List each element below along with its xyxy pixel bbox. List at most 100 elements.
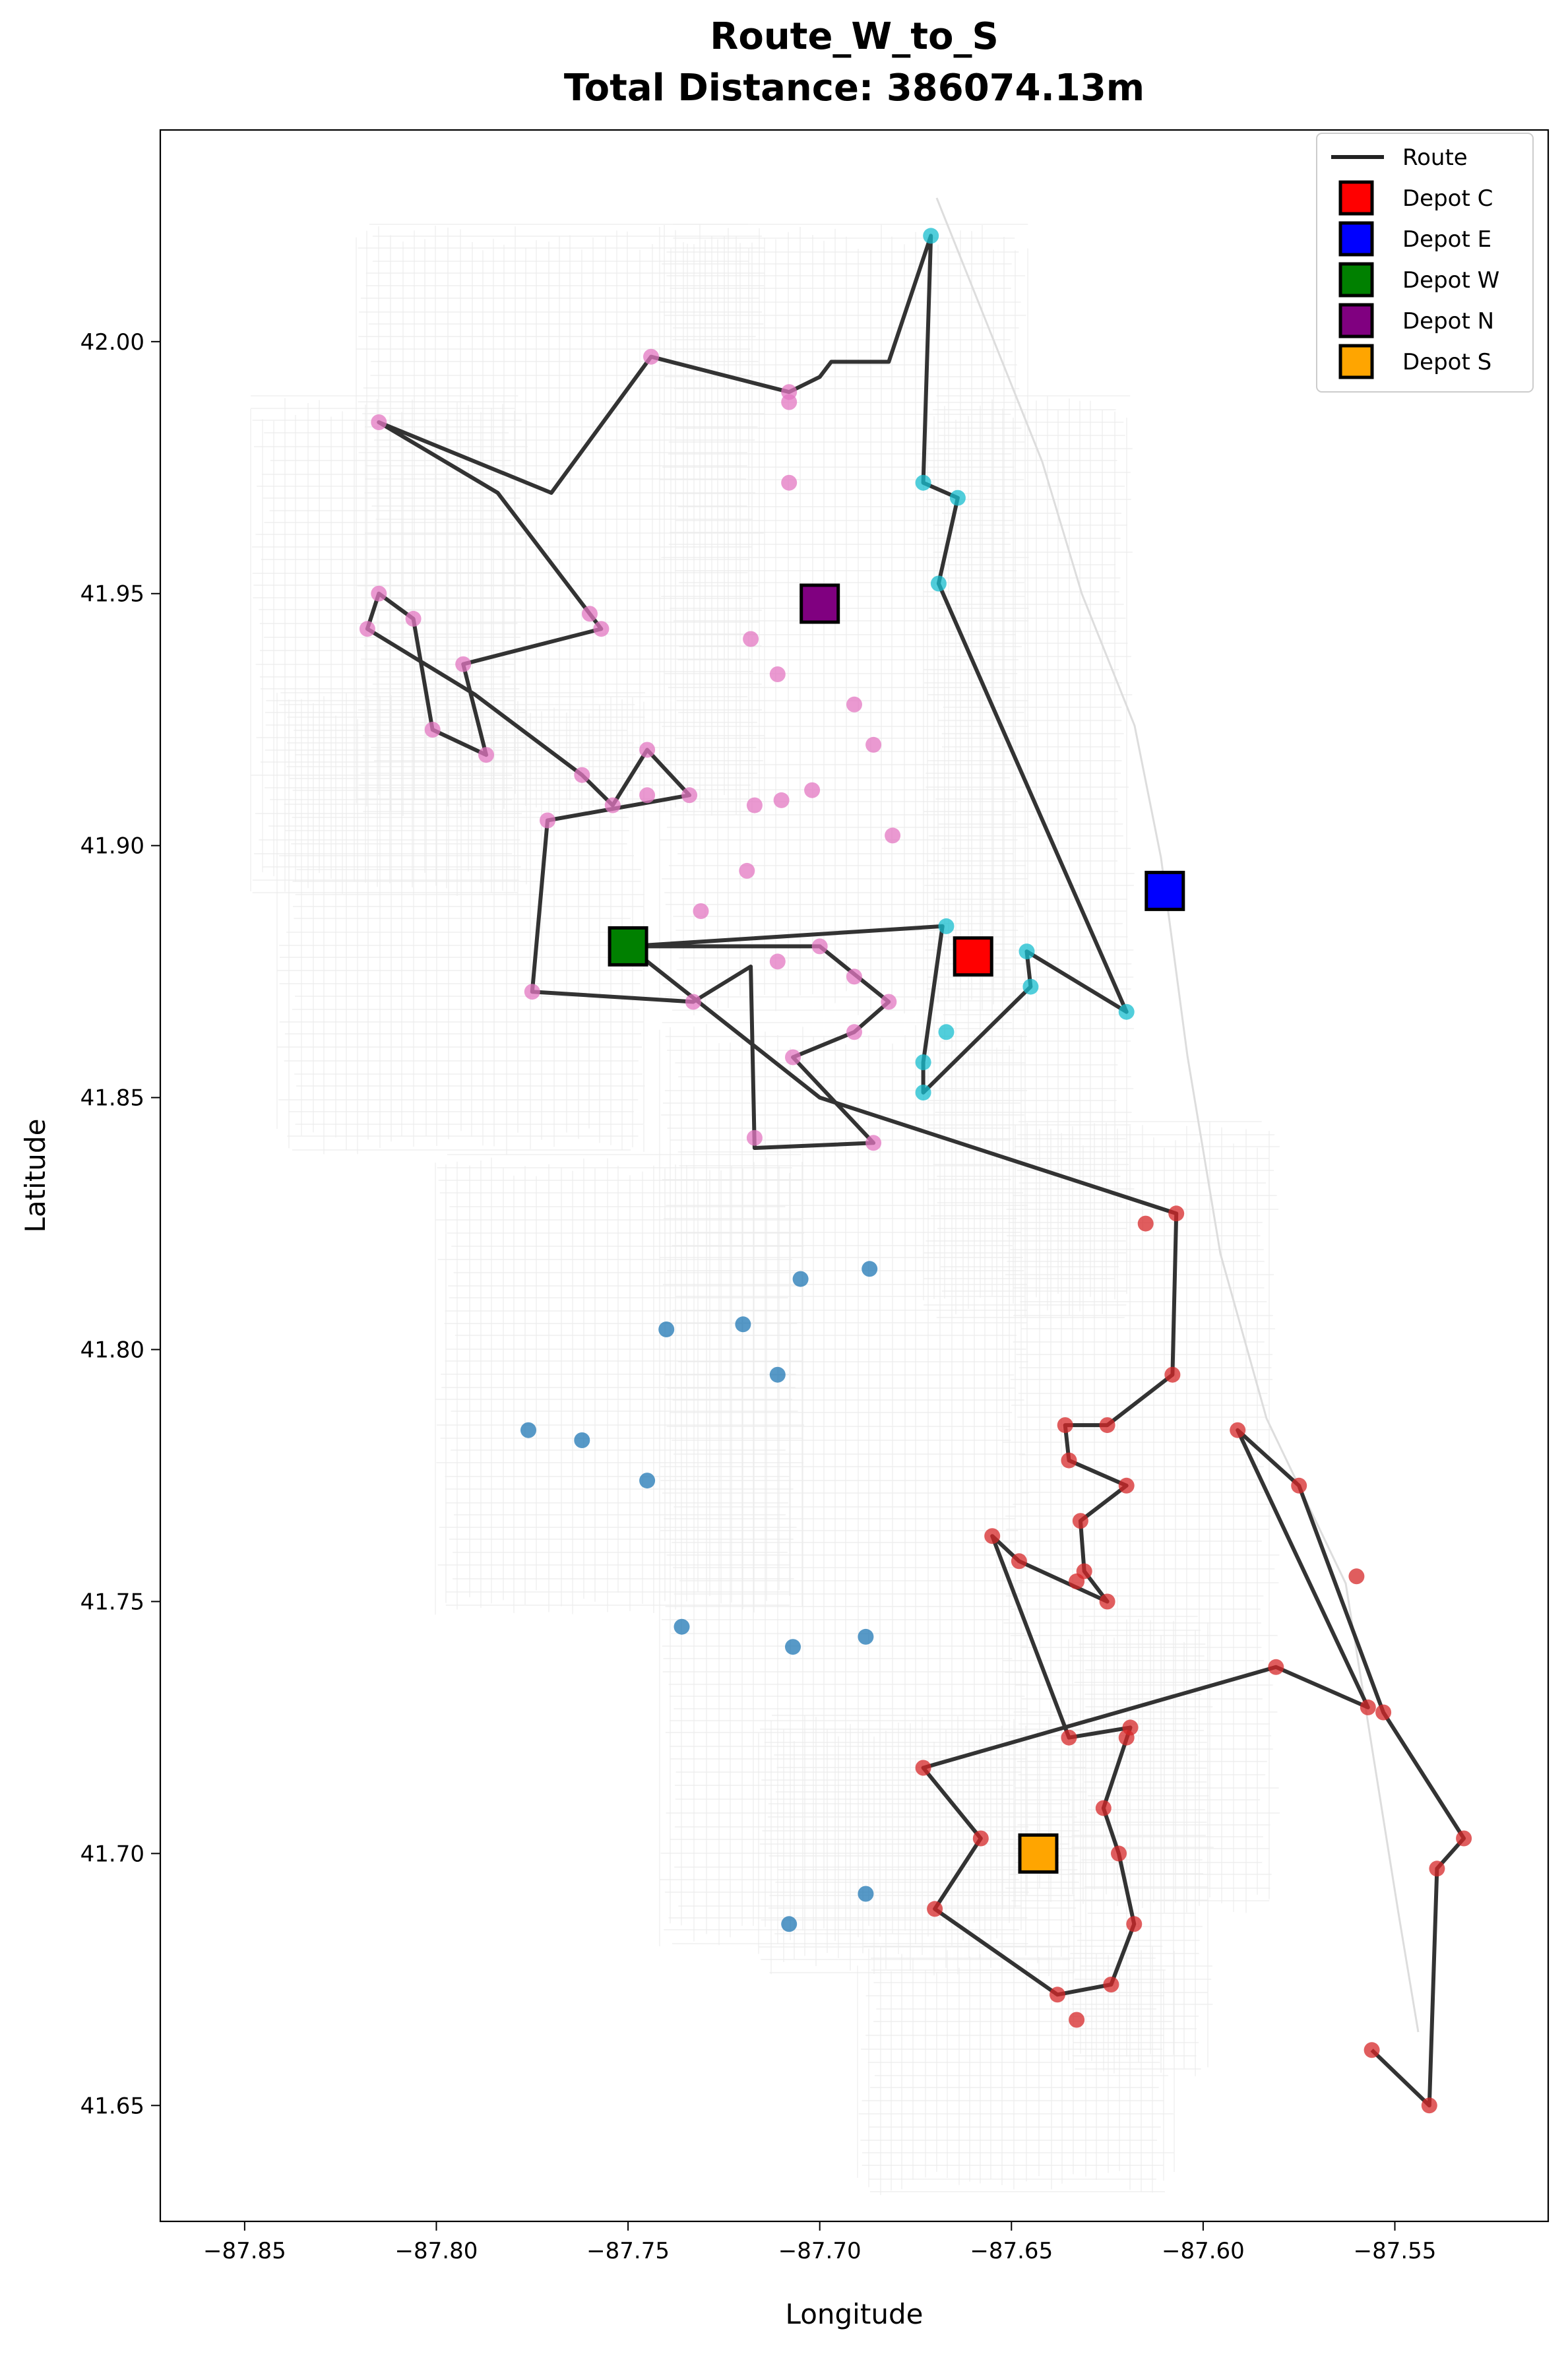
stop-point	[915, 1054, 931, 1071]
legend-depot-swatch	[1338, 303, 1374, 338]
stop-point	[604, 797, 621, 813]
stop-point	[639, 1473, 656, 1489]
y-tick-label: 41.70	[80, 1841, 144, 1867]
legend-label: Depot N	[1402, 308, 1494, 334]
stop-point	[785, 1639, 801, 1655]
stop-point	[915, 1085, 931, 1100]
stop-point	[455, 656, 472, 672]
stop-point	[769, 666, 786, 682]
stop-point	[846, 969, 862, 985]
stop-point	[785, 1049, 801, 1066]
depot-marker	[1018, 1833, 1059, 1874]
legend-depot-swatch	[1338, 221, 1374, 257]
stop-point	[1456, 1830, 1472, 1847]
stop-point	[1291, 1477, 1307, 1494]
y-tick-label: 42.00	[80, 329, 144, 356]
y-tick-label: 41.75	[80, 1589, 144, 1615]
stop-point	[574, 767, 590, 783]
stop-point	[1348, 1568, 1365, 1585]
legend-depot-swatch	[1338, 180, 1374, 216]
stop-point	[915, 474, 931, 491]
x-axis-label: Longitude	[786, 2298, 924, 2330]
stop-point	[424, 722, 441, 738]
stop-point	[923, 228, 939, 244]
legend-label: Depot C	[1402, 185, 1493, 212]
stop-point	[685, 994, 701, 1010]
stop-point	[658, 1321, 675, 1337]
stop-point	[781, 474, 798, 491]
stop-point	[1118, 1003, 1135, 1020]
stop-point	[1429, 1861, 1445, 1877]
stop-point	[746, 1129, 763, 1146]
stop-point	[1011, 1553, 1027, 1570]
y-tick-label: 41.95	[80, 581, 144, 608]
x-tick-label: −87.85	[203, 2238, 286, 2264]
stop-point	[1069, 1573, 1085, 1589]
stop-point	[735, 1316, 751, 1333]
stop-point	[1099, 1417, 1115, 1434]
x-tick-label: −87.55	[1354, 2238, 1437, 2264]
plot-frame	[159, 129, 1550, 2223]
stop-point	[1168, 1205, 1185, 1222]
stop-point	[693, 903, 709, 919]
stop-point	[371, 585, 387, 602]
stop-point	[1375, 1704, 1392, 1721]
stop-point	[359, 621, 375, 637]
legend: Route Depot C Depot E Depot W Depot N Depot S	[1316, 133, 1534, 393]
y-tick-label: 41.85	[80, 1085, 144, 1112]
x-tick-label: −87.80	[395, 2238, 478, 2264]
stop-point	[811, 938, 828, 955]
stop-point	[1360, 1699, 1376, 1715]
stop-point	[1095, 1800, 1112, 1816]
shoreline	[935, 197, 1420, 2033]
route-line-group	[365, 234, 1466, 2108]
stop-point	[1050, 1987, 1065, 2003]
x-tick-label: −87.70	[778, 2238, 862, 2264]
stop-point	[1164, 1366, 1181, 1383]
stop-point	[865, 736, 882, 753]
stop-point	[639, 742, 656, 758]
legend-label: Depot E	[1402, 226, 1491, 253]
stop-point	[1364, 2042, 1380, 2058]
stop-point	[478, 747, 494, 763]
depot-marker	[1145, 870, 1185, 911]
stop-point	[639, 787, 656, 804]
route-line	[365, 234, 1466, 2108]
depot-marker	[953, 936, 993, 977]
stop-point	[1230, 1422, 1246, 1438]
stop-point	[915, 1760, 931, 1776]
stop-point	[746, 797, 763, 813]
legend-depot-swatch	[1338, 262, 1374, 298]
stop-point	[792, 1271, 809, 1287]
stop-point	[769, 953, 786, 970]
stop-point	[524, 984, 540, 1000]
stop-point	[1126, 1916, 1143, 1932]
stop-point	[846, 1024, 862, 1040]
stop-point	[862, 1261, 878, 1277]
stop-point	[1069, 2012, 1085, 2028]
stop-point	[885, 827, 901, 844]
stop-point	[972, 1830, 989, 1847]
stop-point	[1103, 1977, 1119, 1992]
stop-point	[1118, 1477, 1135, 1494]
stop-point	[858, 1628, 874, 1645]
stop-point	[938, 918, 955, 934]
stop-point	[984, 1528, 1001, 1544]
y-tick-label: 41.80	[80, 1337, 144, 1364]
stop-point	[1072, 1513, 1088, 1529]
stop-point	[881, 994, 897, 1010]
chart-subtitle: Total Distance: 386074.13m	[564, 67, 1145, 110]
depot-marker	[800, 583, 840, 624]
depot-marker	[608, 926, 648, 967]
stop-point	[739, 862, 755, 879]
stop-point	[781, 1916, 798, 1932]
stop-point	[540, 812, 555, 829]
stop-point	[1137, 1215, 1154, 1232]
stop-point	[1057, 1417, 1073, 1434]
x-tick-label: −87.60	[1162, 2238, 1245, 2264]
stop-point	[593, 621, 610, 637]
stop-point	[371, 414, 387, 430]
y-tick-label: 41.90	[80, 833, 144, 860]
stop-point	[405, 610, 422, 627]
